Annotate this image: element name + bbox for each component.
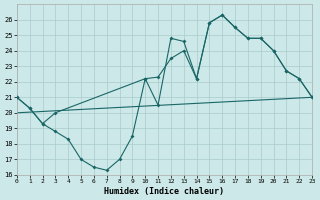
X-axis label: Humidex (Indice chaleur): Humidex (Indice chaleur) [104,187,224,196]
